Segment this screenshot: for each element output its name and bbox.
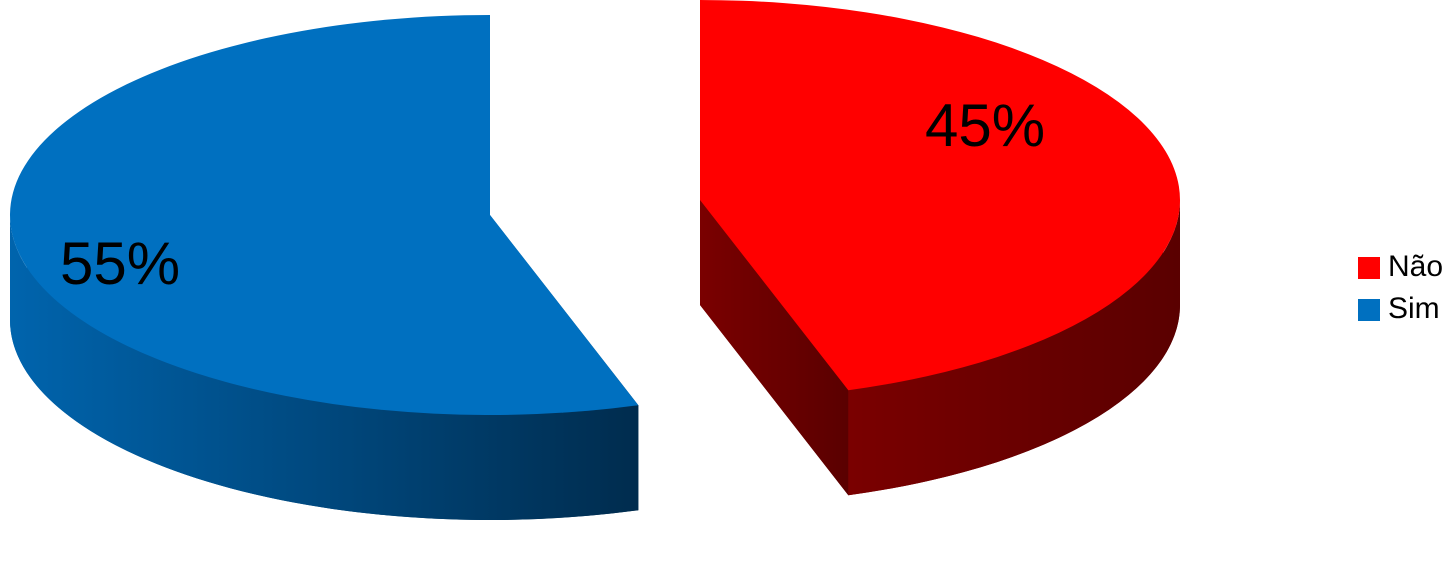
value-label: 55% <box>60 230 180 297</box>
legend-swatch <box>1358 299 1380 321</box>
legend-label: Sim <box>1388 292 1440 325</box>
legend-swatch <box>1358 257 1380 279</box>
legend-label: Não <box>1388 250 1443 283</box>
slice-side <box>848 200 1180 496</box>
slice <box>700 0 1180 391</box>
value-label: 45% <box>925 92 1045 159</box>
slice-side <box>10 215 639 520</box>
slice <box>9 15 639 416</box>
slice-side <box>700 200 849 496</box>
